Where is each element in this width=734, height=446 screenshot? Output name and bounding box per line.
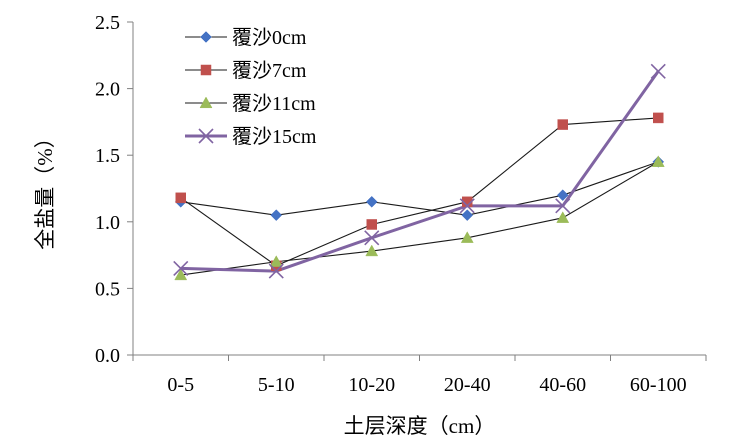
data-point-series-4 bbox=[173, 260, 189, 276]
series-lines bbox=[180, 70, 660, 276]
series-line-3 bbox=[180, 161, 659, 276]
legend-label-1: 覆沙0cm bbox=[232, 27, 307, 49]
data-point-series-2 bbox=[366, 219, 377, 230]
data-point-series-4-stroke bbox=[650, 63, 666, 79]
data-point-series-4-stroke bbox=[173, 260, 189, 276]
data-point-series-1 bbox=[556, 189, 569, 202]
data-point-series-3 bbox=[556, 211, 570, 223]
legend-marker-1 bbox=[200, 31, 212, 43]
series-line-1 bbox=[180, 161, 659, 216]
y-axis-title: 全盐量（%） bbox=[33, 127, 57, 250]
data-point-series-2 bbox=[557, 119, 568, 130]
y-tick-label: 2.5 bbox=[95, 12, 120, 34]
data-point-series-4-stroke bbox=[364, 230, 380, 246]
x-tick-label: 10-20 bbox=[348, 374, 395, 396]
axes: 0.0 0.5 1.0 1.5 2.0 2.5 0-5 5-10 10-20 20-40 40-60… bbox=[95, 12, 707, 396]
series-line-2 bbox=[180, 117, 659, 267]
data-point-series-4 bbox=[555, 198, 571, 214]
data-point-series-1 bbox=[270, 209, 283, 221]
series-markers bbox=[173, 63, 666, 281]
legend-marker-3 bbox=[199, 96, 213, 109]
data-point-series-3 bbox=[269, 255, 283, 267]
x-tick-label: 5-10 bbox=[258, 374, 295, 396]
data-point-series-4 bbox=[650, 63, 666, 79]
y-tick-label: 1.5 bbox=[95, 145, 120, 167]
data-point-series-3 bbox=[651, 155, 665, 167]
data-point-series-4 bbox=[459, 198, 475, 214]
data-point-series-4-stroke bbox=[268, 263, 284, 279]
legend-label-3: 覆沙11cm bbox=[232, 93, 316, 115]
x-axis-title: 土层深度（cm） bbox=[344, 414, 496, 438]
data-point-series-4 bbox=[268, 263, 284, 279]
legend-label-4: 覆沙15cm bbox=[232, 126, 317, 148]
data-point-series-4-stroke bbox=[555, 198, 571, 214]
data-point-series-2 bbox=[653, 112, 664, 124]
y-tick-label: 0.0 bbox=[95, 345, 120, 367]
y-tick-label: 2.0 bbox=[95, 79, 120, 101]
x-tick-label: 0-5 bbox=[167, 374, 194, 396]
x-tick-label: 40-60 bbox=[539, 374, 586, 396]
legend: 覆沙0cm 覆沙7cm 覆沙11cm 覆沙15cm bbox=[185, 27, 317, 148]
x-tick-label: 20-40 bbox=[444, 374, 491, 396]
legend-marker-4 bbox=[198, 128, 214, 144]
data-point-series-4-stroke bbox=[459, 198, 475, 214]
data-point-series-1 bbox=[365, 195, 378, 208]
data-point-series-4 bbox=[364, 230, 380, 246]
x-tick-label: 60-100 bbox=[630, 374, 687, 396]
data-point-series-3 bbox=[174, 268, 188, 281]
y-tick-label: 0.5 bbox=[95, 278, 120, 300]
data-point-series-1 bbox=[461, 209, 474, 221]
series-line-4 bbox=[180, 70, 660, 273]
y-tick-label: 1.0 bbox=[95, 212, 120, 234]
data-point-series-2 bbox=[175, 192, 186, 204]
data-point-series-3 bbox=[365, 244, 379, 257]
data-point-series-3 bbox=[460, 231, 474, 243]
legend-label-2: 覆沙7cm bbox=[232, 60, 307, 82]
legend-marker-4-stroke bbox=[198, 128, 214, 144]
legend-marker-2 bbox=[200, 64, 212, 76]
